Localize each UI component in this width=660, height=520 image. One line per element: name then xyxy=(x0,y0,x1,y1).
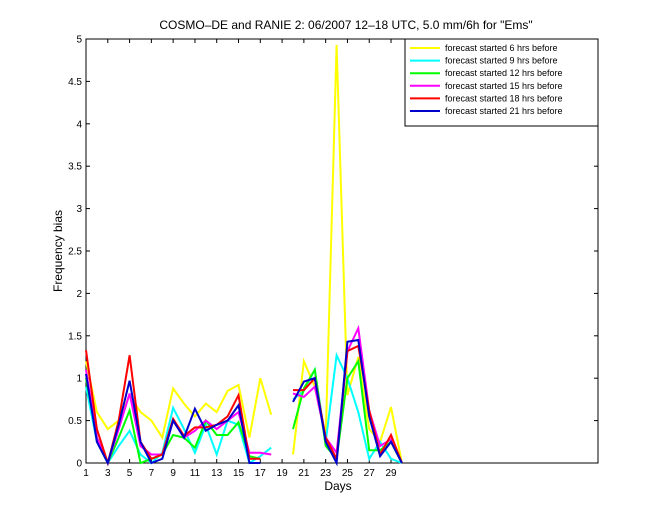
x-tick-label: 13 xyxy=(211,468,223,479)
x-tick-label: 23 xyxy=(320,468,332,479)
x-tick-label: 1 xyxy=(83,468,89,479)
y-tick-label: 2.5 xyxy=(68,247,82,258)
y-tick-label: 3 xyxy=(76,204,82,215)
x-tick-label: 5 xyxy=(127,468,133,479)
x-tick-label: 25 xyxy=(342,468,354,479)
y-tick-label: 1.5 xyxy=(68,331,82,342)
x-tick-label: 7 xyxy=(149,468,155,479)
legend-label: forecast started 6 hrs before xyxy=(445,43,558,53)
y-tick-label: 5 xyxy=(76,35,82,46)
x-tick-label: 17 xyxy=(255,468,267,479)
legend: forecast started 6 hrs before forecast st… xyxy=(404,38,599,127)
x-tick-label: 9 xyxy=(170,468,176,479)
x-axis: 1 3 5 7 9 11 13 15 17 19 21 23 25 27 29 xyxy=(83,39,397,479)
y-tick-label: 1 xyxy=(76,374,82,385)
x-tick-label: 27 xyxy=(364,468,376,479)
y-axis-label: Frequency bias xyxy=(51,210,65,292)
y-tick-label: 4 xyxy=(76,119,82,130)
legend-label: forecast started 9 hrs before xyxy=(445,56,558,66)
series-line-6 xyxy=(292,338,403,467)
legend-label: forecast started 18 hrs before xyxy=(445,93,563,103)
y-tick-label: 4.5 xyxy=(68,77,82,88)
x-tick-label: 29 xyxy=(385,468,397,479)
y-tick-label: 3.5 xyxy=(68,162,82,173)
legend-label: forecast started 12 hrs before xyxy=(445,68,563,78)
x-tick-label: 3 xyxy=(105,468,111,479)
x-axis-label: Days xyxy=(324,479,351,493)
x-tick-label: 21 xyxy=(298,468,310,479)
series-line-6 xyxy=(85,373,261,466)
series-line-3 xyxy=(85,378,261,466)
legend-label: forecast started 21 hrs before xyxy=(445,106,563,116)
y-axis: 0 0.5 1 1.5 2 2.5 3 3.5 4 4.5 5 xyxy=(68,35,598,470)
x-tick-label: 15 xyxy=(233,468,245,479)
y-tick-label: 0 xyxy=(76,459,82,470)
series-lines xyxy=(85,44,403,467)
y-tick-label: 2 xyxy=(76,289,82,300)
chart-title: COSMO–DE and RANIE 2: 06/2007 12–18 UTC,… xyxy=(159,18,532,32)
x-tick-label: 11 xyxy=(190,468,201,479)
x-tick-label: 19 xyxy=(277,468,289,479)
series-line-1 xyxy=(85,360,273,441)
legend-label: forecast started 15 hrs before xyxy=(445,81,563,91)
y-tick-label: 0.5 xyxy=(68,416,82,427)
